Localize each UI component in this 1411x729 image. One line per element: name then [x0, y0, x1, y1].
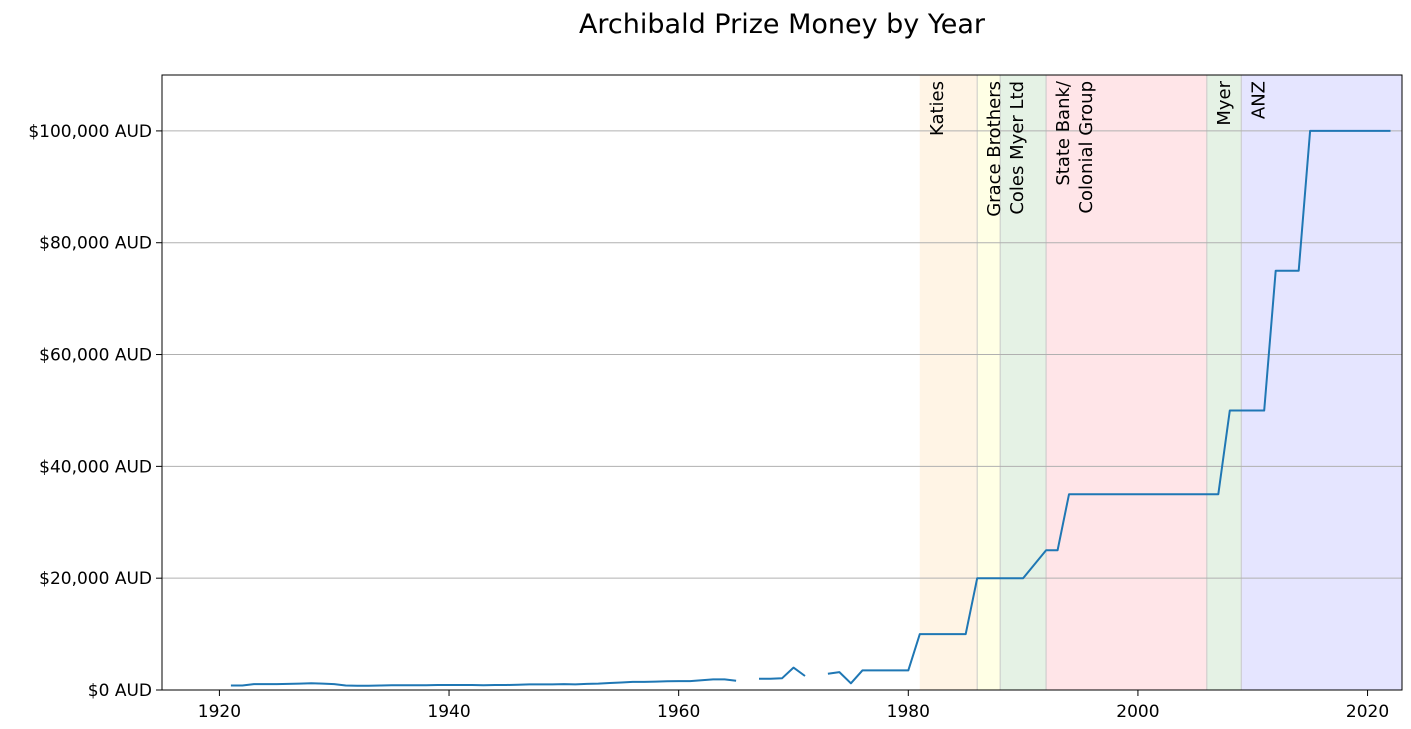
sponsor-band-label: State Bank/ [1053, 80, 1074, 186]
x-tick-label: 1980 [887, 702, 930, 722]
sponsor-band-label: Colonial Group [1076, 81, 1097, 214]
y-tick-label: $40,000 AUD [39, 457, 152, 477]
sponsor-band [919, 75, 978, 690]
y-tick-label: $80,000 AUD [39, 234, 152, 254]
sponsor-band [977, 75, 1001, 690]
y-tick-label: $20,000 AUD [39, 569, 152, 589]
sponsor-band-label: Grace Brothers [984, 81, 1005, 217]
sponsor-band [1206, 75, 1242, 690]
chart-title: Archibald Prize Money by Year [579, 9, 986, 40]
y-tick-label: $100,000 AUD [28, 122, 152, 142]
x-axis: 1920 1940 1960 1980 2000 2020 [198, 690, 1389, 722]
sponsor-band [1046, 75, 1207, 690]
x-tick-label: 1920 [198, 702, 241, 722]
sponsor-band-labels: Katies Grace Brothers Coles Myer Ltd State … [927, 80, 1269, 217]
x-tick-label: 2020 [1346, 702, 1389, 722]
sponsor-band-label: ANZ [1248, 81, 1269, 119]
data-series [230, 129, 1391, 687]
x-tick-label: 2000 [1116, 702, 1159, 722]
x-tick-label: 1940 [427, 702, 470, 722]
plot-frame [161, 74, 1403, 691]
sponsor-band [1241, 75, 1402, 690]
gridlines [162, 130, 1402, 579]
y-tick-label: $0 AUD [88, 681, 152, 701]
y-tick-label: $60,000 AUD [39, 346, 152, 366]
prize-money-line [230, 129, 1391, 687]
y-axis: $0 AUD $20,000 AUD $40,000 AUD $60,000 AUD $… [28, 122, 162, 701]
sponsor-band-label: Katies [927, 81, 948, 136]
sponsor-band-label: Myer [1214, 80, 1235, 125]
x-tick-label: 1960 [657, 702, 700, 722]
sponsor-band-label: Coles Myer Ltd [1007, 81, 1028, 215]
sponsor-bands [919, 75, 1402, 690]
sponsor-band [1000, 75, 1047, 690]
